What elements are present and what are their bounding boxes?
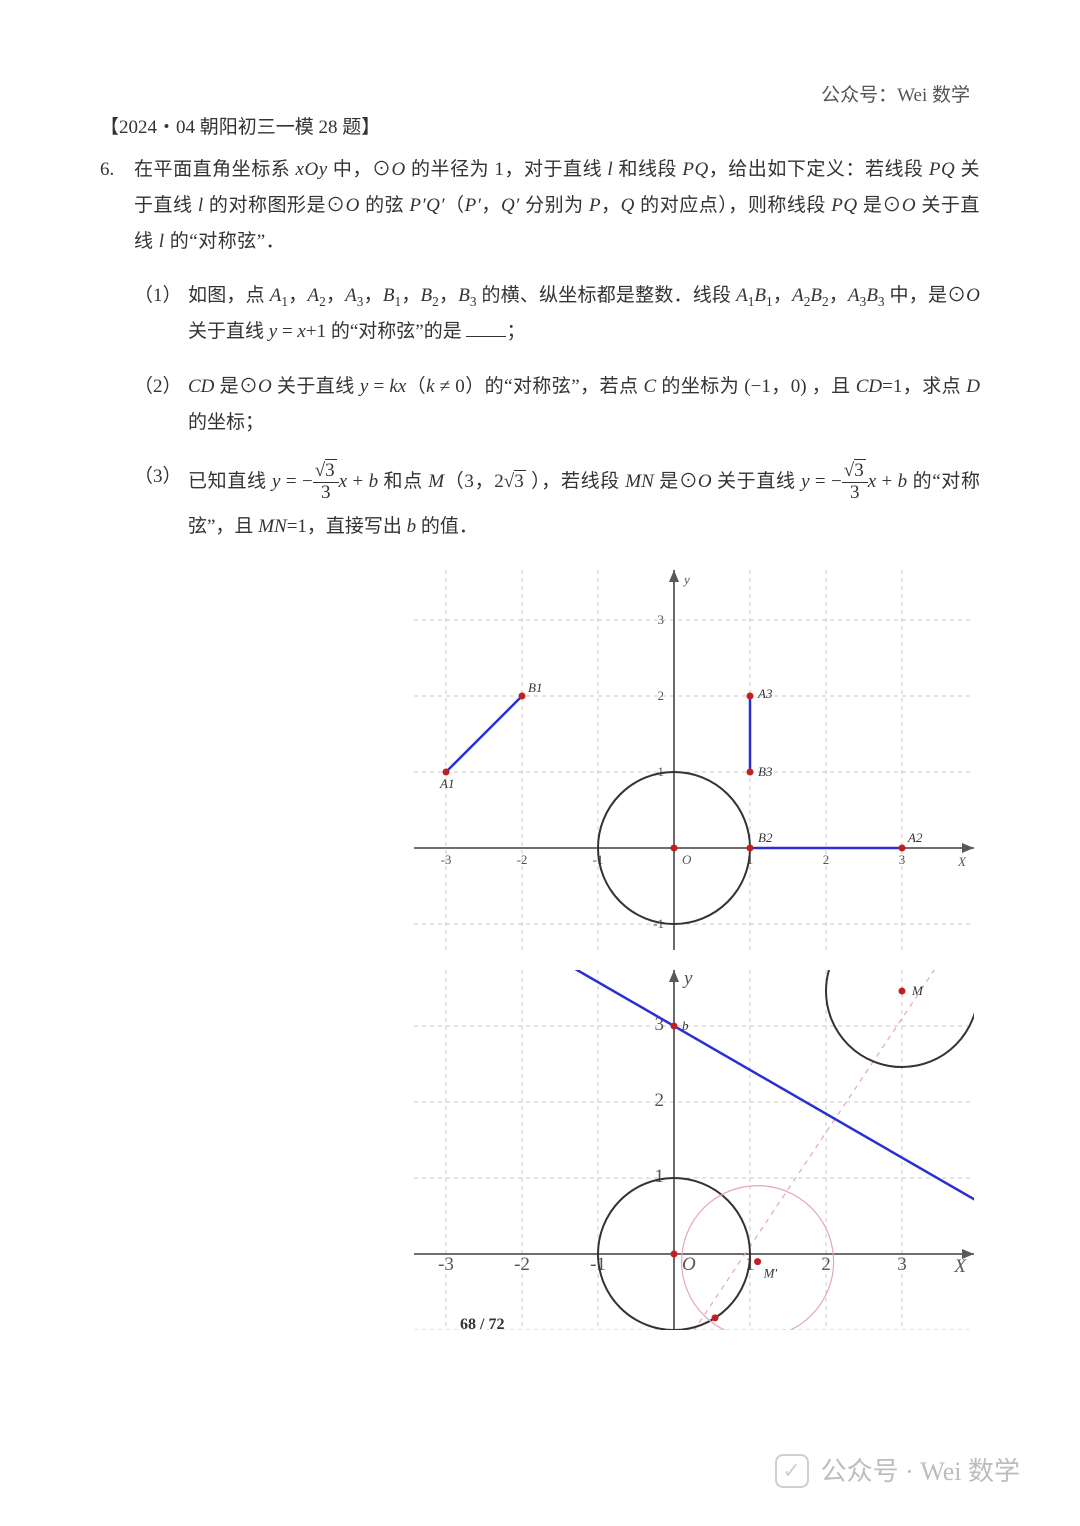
svg-text:O: O bbox=[682, 1254, 696, 1275]
svg-text:b: b bbox=[682, 1018, 689, 1033]
source-tag: 【2024・04 朝阳初三一模 28 题】 bbox=[100, 110, 980, 146]
svg-text:y: y bbox=[682, 572, 690, 587]
problem-stem: 在平面直角坐标系 xOy 中，⊙O 的半径为 1，对于直线 l 和线段 PQ，给… bbox=[134, 152, 980, 260]
footer-watermark: ✓ 公众号 · Wei 数学 bbox=[775, 1447, 1020, 1496]
svg-text:O: O bbox=[682, 852, 692, 867]
svg-text:-2: -2 bbox=[517, 852, 528, 867]
wechat-icon: ✓ bbox=[775, 1454, 809, 1488]
part3-label: （3） bbox=[134, 459, 188, 550]
part1-label: （1） bbox=[134, 278, 188, 350]
svg-text:M′: M′ bbox=[763, 1266, 778, 1281]
svg-text:A2: A2 bbox=[907, 830, 923, 845]
svg-text:3: 3 bbox=[899, 852, 906, 867]
svg-text:B2: B2 bbox=[758, 830, 773, 845]
svg-text:A3: A3 bbox=[757, 686, 773, 701]
svg-text:1: 1 bbox=[655, 1166, 665, 1187]
svg-text:B1: B1 bbox=[528, 680, 542, 695]
fill-blank[interactable] bbox=[466, 318, 506, 337]
figure-2: -3-2-1123123OXyMM′b bbox=[414, 970, 974, 1330]
svg-text:3: 3 bbox=[658, 612, 665, 627]
svg-text:y: y bbox=[682, 970, 693, 989]
question-number: 6. bbox=[100, 152, 134, 1330]
svg-text:2: 2 bbox=[823, 852, 830, 867]
svg-text:M: M bbox=[911, 983, 924, 998]
part2-text: CD 是⊙O 关于直线 y = kx（k ≠ 0）的“对称弦”，若点 C 的坐标… bbox=[188, 369, 980, 441]
svg-text:-3: -3 bbox=[438, 1254, 454, 1275]
svg-text:-2: -2 bbox=[514, 1254, 530, 1275]
svg-text:2: 2 bbox=[655, 1090, 665, 1111]
svg-text:A1: A1 bbox=[439, 776, 454, 791]
figure-1: -3-2-1123-1123OXyA1B1A2B2A3B3 bbox=[414, 570, 974, 950]
svg-text:1: 1 bbox=[658, 764, 665, 779]
svg-text:3: 3 bbox=[897, 1254, 907, 1275]
svg-text:2: 2 bbox=[658, 688, 665, 703]
svg-text:2: 2 bbox=[821, 1254, 831, 1275]
part3-text: 已知直线 y = −33x + b 和点 M（3，23 ），若线段 MN 是⊙O… bbox=[188, 459, 980, 550]
header-watermark: 公众号：Wei 数学 bbox=[821, 78, 970, 114]
part1-text: 如图，点 A1，A2，A3，B1，B2，B3 的横、纵坐标都是整数．线段 A1B… bbox=[188, 278, 980, 350]
part2-label: （2） bbox=[134, 369, 188, 441]
svg-text:X: X bbox=[953, 1256, 967, 1277]
svg-text:B3: B3 bbox=[758, 764, 773, 779]
svg-text:X: X bbox=[957, 854, 967, 869]
page-number: 68 / 72 bbox=[460, 1310, 504, 1340]
svg-text:-3: -3 bbox=[441, 852, 452, 867]
